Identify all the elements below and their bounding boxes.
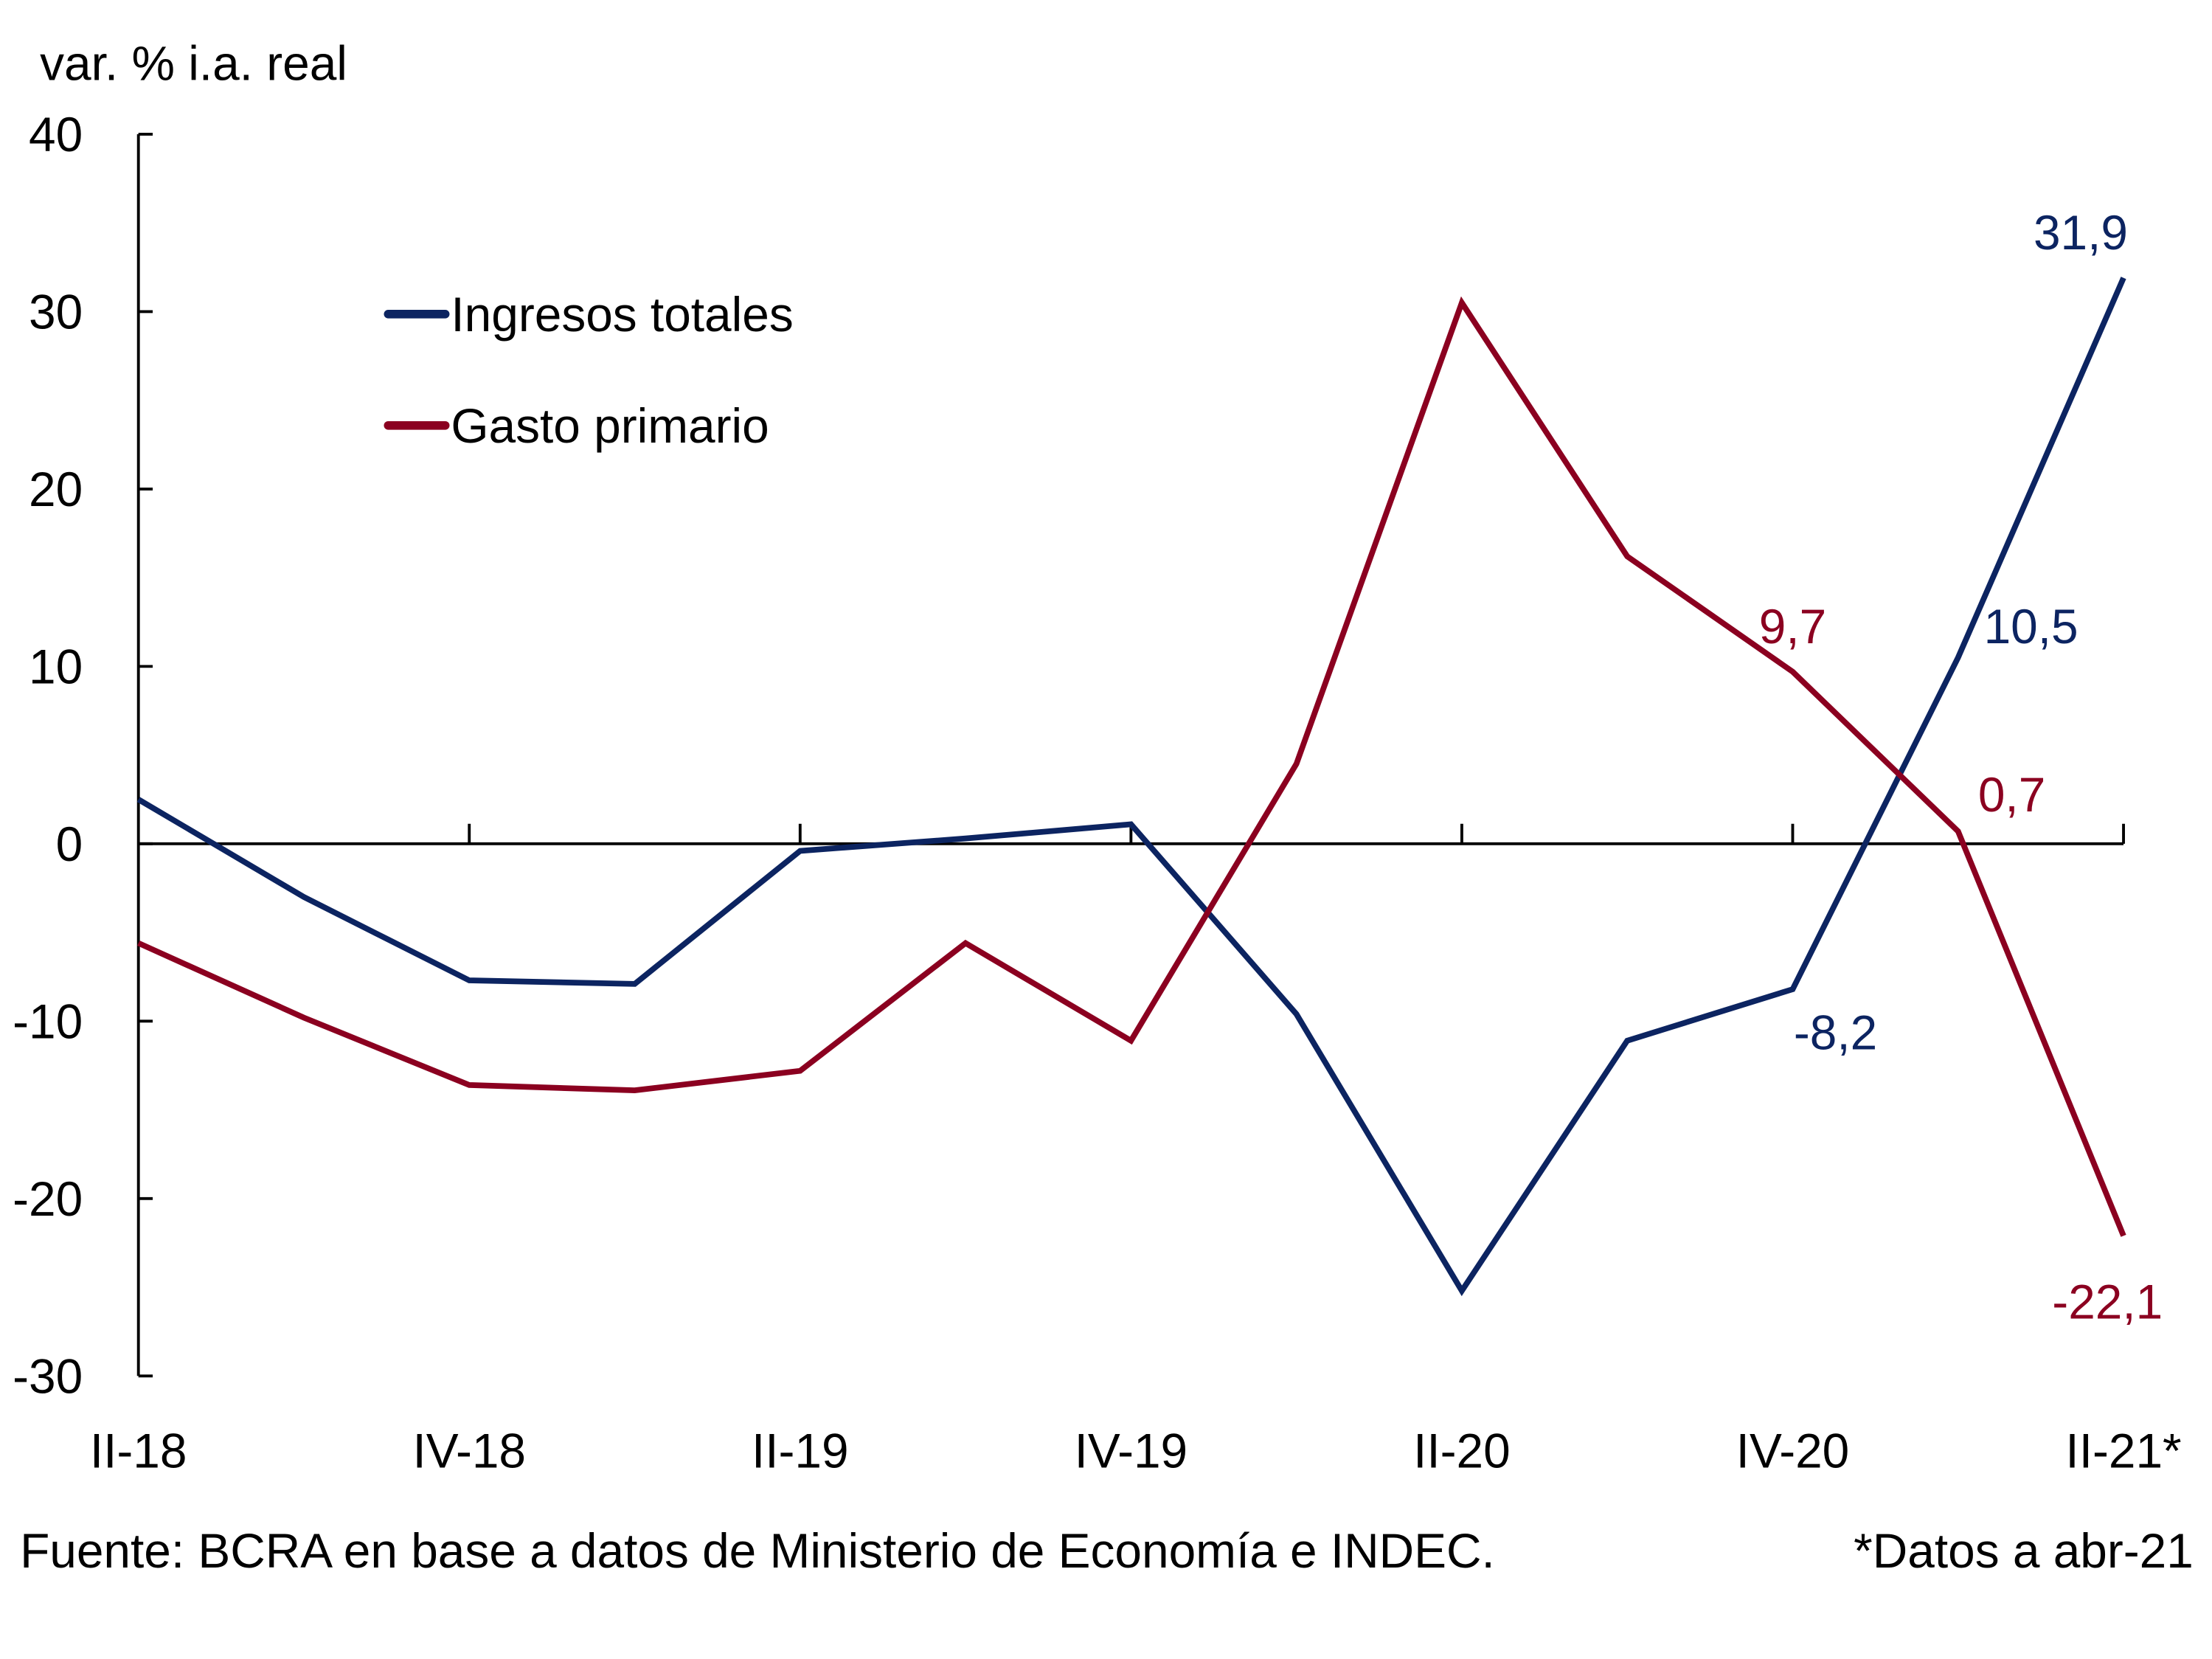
series-lines — [136, 277, 2126, 1297]
data-label: -22,1 — [2052, 1275, 2163, 1329]
y-tick-label: 0 — [56, 817, 83, 871]
y-tick-label: -30 — [13, 1349, 83, 1404]
legend-label: Gasto primario — [451, 398, 769, 453]
data-label: 31,9 — [2034, 205, 2128, 260]
x-tick-label: II-18 — [90, 1424, 187, 1478]
y-tick-label: 40 — [29, 107, 83, 162]
y-tick-label: -20 — [13, 1171, 83, 1226]
legend-label: Ingresos totales — [451, 287, 793, 342]
series-line-gasto-primario — [137, 296, 2126, 1237]
x-tick-label: IV-18 — [412, 1424, 526, 1478]
y-axis-label: var. % i.a. real — [40, 35, 347, 90]
y-tick-label: 30 — [29, 285, 83, 339]
source-note: Fuente: BCRA en base a datos de Minister… — [20, 1523, 1495, 1578]
data-label: 0,7 — [1978, 767, 2045, 822]
series-line-ingresos-totales — [136, 277, 2126, 1297]
legend: Ingresos totales Gasto primario — [384, 287, 794, 453]
y-tick-label: 10 — [29, 640, 83, 694]
x-tick-label: IV-20 — [1736, 1424, 1850, 1478]
x-tick-label: II-21* — [2065, 1424, 2181, 1478]
data-label: -8,2 — [1794, 1005, 1877, 1059]
data-note: *Datos a abr-21 — [1854, 1523, 2194, 1578]
y-tick-label: -10 — [13, 994, 83, 1049]
x-tick-label: II-20 — [1413, 1424, 1511, 1478]
data-label: 9,7 — [1759, 599, 1826, 654]
data-labels: -8,2 10,5 31,9 9,7 0,7 -22,1 — [1759, 205, 2163, 1329]
y-tick-label: 20 — [29, 462, 83, 516]
x-tick-label: II-19 — [752, 1424, 849, 1478]
x-tick-label: IV-19 — [1075, 1424, 1188, 1478]
data-label: 10,5 — [1984, 599, 2078, 654]
